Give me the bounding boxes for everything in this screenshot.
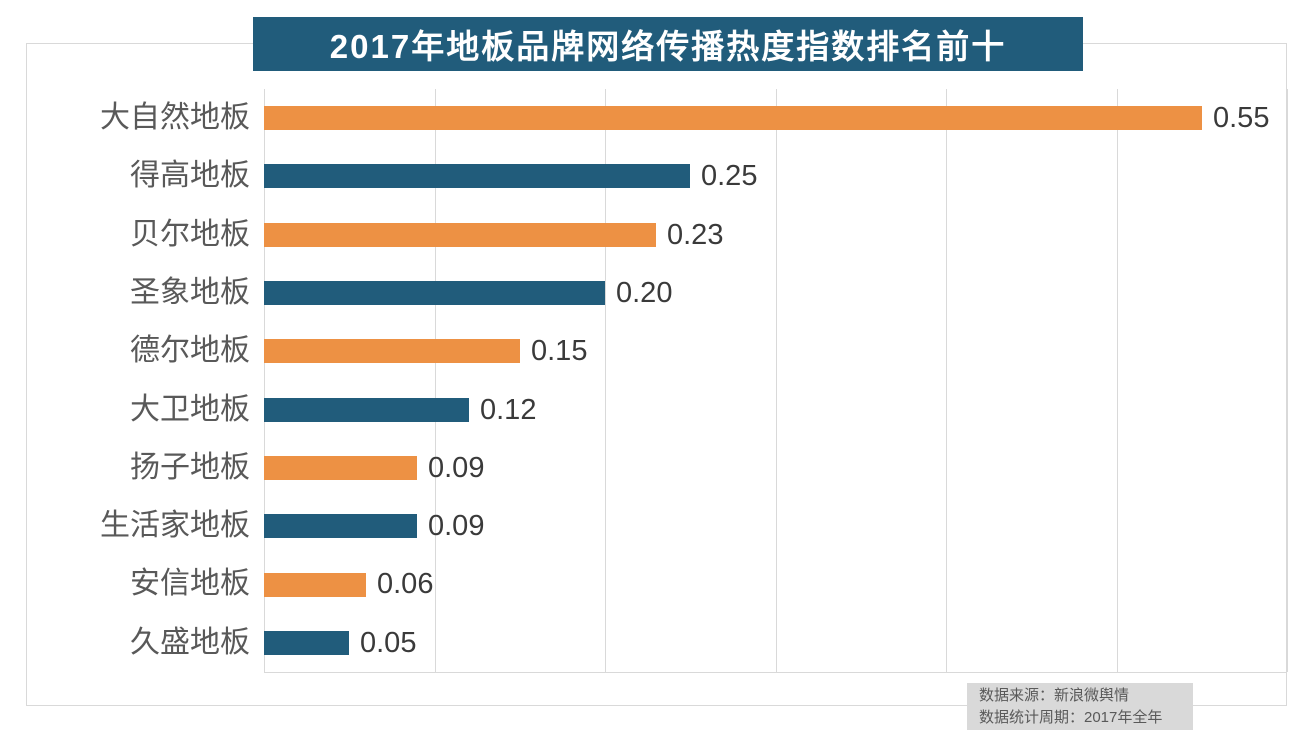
bar-row: 久盛地板 0.05	[0, 614, 1314, 672]
gridline	[1117, 89, 1118, 672]
chart-panel	[26, 43, 1287, 706]
source-note: 数据来源：新浪微舆情 数据统计周期：2017年全年	[967, 683, 1193, 730]
value-label: 0.55	[1213, 102, 1270, 134]
gridline	[264, 89, 265, 672]
category-label: 得高地板	[130, 159, 250, 193]
bar	[264, 455, 417, 480]
value-label: 0.12	[480, 393, 537, 426]
gridline	[946, 89, 947, 672]
bar-row: 圣象地板 0.20	[0, 264, 1314, 322]
bar	[264, 222, 656, 247]
bar	[264, 281, 605, 306]
category-label: 久盛地板	[130, 625, 250, 659]
category-label: 德尔地板	[130, 334, 250, 368]
bar	[264, 630, 349, 655]
bar	[264, 514, 417, 539]
gridline	[1287, 89, 1288, 672]
gridline	[605, 89, 606, 672]
bar	[264, 106, 1202, 131]
bar-row: 得高地板 0.25	[0, 147, 1314, 205]
bar	[264, 164, 690, 189]
value-label: 0.05	[360, 626, 417, 659]
bar-row: 安信地板 0.06	[0, 555, 1314, 613]
gridline	[435, 89, 436, 672]
category-label: 圣象地板	[130, 275, 250, 309]
source-note-line1: 数据来源：新浪微舆情	[979, 687, 1130, 704]
bar-row: 扬子地板 0.09	[0, 439, 1314, 497]
bar-row: 大卫地板 0.12	[0, 381, 1314, 439]
value-label: 0.25	[701, 160, 758, 193]
value-label: 0.20	[616, 276, 673, 309]
bar	[264, 339, 520, 364]
x-axis-line	[264, 672, 1287, 673]
bar-row: 大自然地板 0.55	[0, 89, 1314, 147]
source-note-line2: 数据统计周期：2017年全年	[979, 709, 1163, 726]
bar	[264, 397, 469, 422]
gridline	[776, 89, 777, 672]
category-label: 大卫地板	[130, 392, 250, 426]
category-label: 扬子地板	[130, 450, 250, 484]
bar-row: 德尔地板 0.15	[0, 322, 1314, 380]
category-label: 安信地板	[130, 567, 250, 601]
value-label: 0.09	[428, 510, 485, 543]
value-label: 0.06	[377, 568, 434, 601]
value-label: 0.09	[428, 451, 485, 484]
bar-row: 贝尔地板 0.23	[0, 206, 1314, 264]
value-label: 0.15	[531, 335, 588, 368]
category-label: 贝尔地板	[130, 217, 250, 251]
category-label: 生活家地板	[100, 509, 250, 543]
bar	[264, 572, 366, 597]
value-label: 0.23	[667, 218, 724, 251]
bar-row: 生活家地板 0.09	[0, 497, 1314, 555]
chart-title: 2017年地板品牌网络传播热度指数排名前十	[253, 17, 1083, 71]
category-label: 大自然地板	[100, 101, 250, 134]
